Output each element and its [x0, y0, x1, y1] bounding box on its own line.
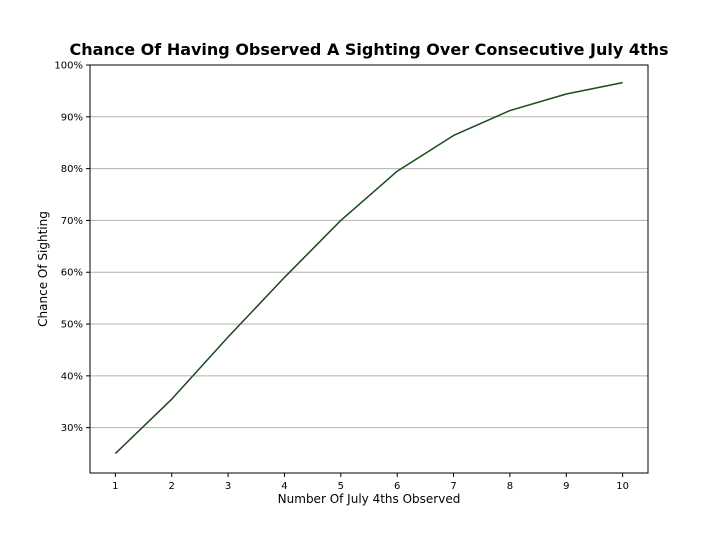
y-axis-label: Chance Of Sighting: [36, 211, 50, 327]
y-tick-label: 40%: [61, 371, 83, 382]
x-tick-label: 4: [281, 481, 287, 492]
x-tick-label: 7: [450, 481, 456, 492]
x-tick-label: 8: [507, 481, 513, 492]
ticks-layer: 30% 40% 50% 60% 70% 80% 90% 100% 1 2 3 4 5 6 7 8 9 10: [54, 61, 629, 493]
series-layer: [114, 81, 623, 455]
y-tick-label: 60%: [61, 268, 83, 279]
chart-title: Chance Of Having Observed A Sighting Ove…: [69, 40, 668, 59]
y-tick-label: 90%: [61, 112, 83, 123]
x-tick-label: 10: [616, 481, 629, 492]
y-tick-label: 30%: [61, 423, 83, 434]
x-tick-label: 9: [563, 481, 569, 492]
x-tick-label: 3: [225, 481, 231, 492]
x-tick-label: 1: [112, 481, 118, 492]
x-tick-label: 5: [338, 481, 344, 492]
x-tick-label: 2: [169, 481, 175, 492]
x-tick-label: 6: [394, 481, 400, 492]
y-tick-label: 70%: [61, 216, 83, 227]
series-line: [114, 81, 623, 455]
plot-frame: [89, 64, 649, 474]
y-tick-label: 80%: [61, 164, 83, 175]
y-tick-label: 100%: [54, 61, 83, 72]
grid-layer: [90, 64, 648, 429]
x-axis-label: Number Of July 4ths Observed: [278, 492, 461, 506]
y-tick-label: 50%: [61, 320, 83, 331]
